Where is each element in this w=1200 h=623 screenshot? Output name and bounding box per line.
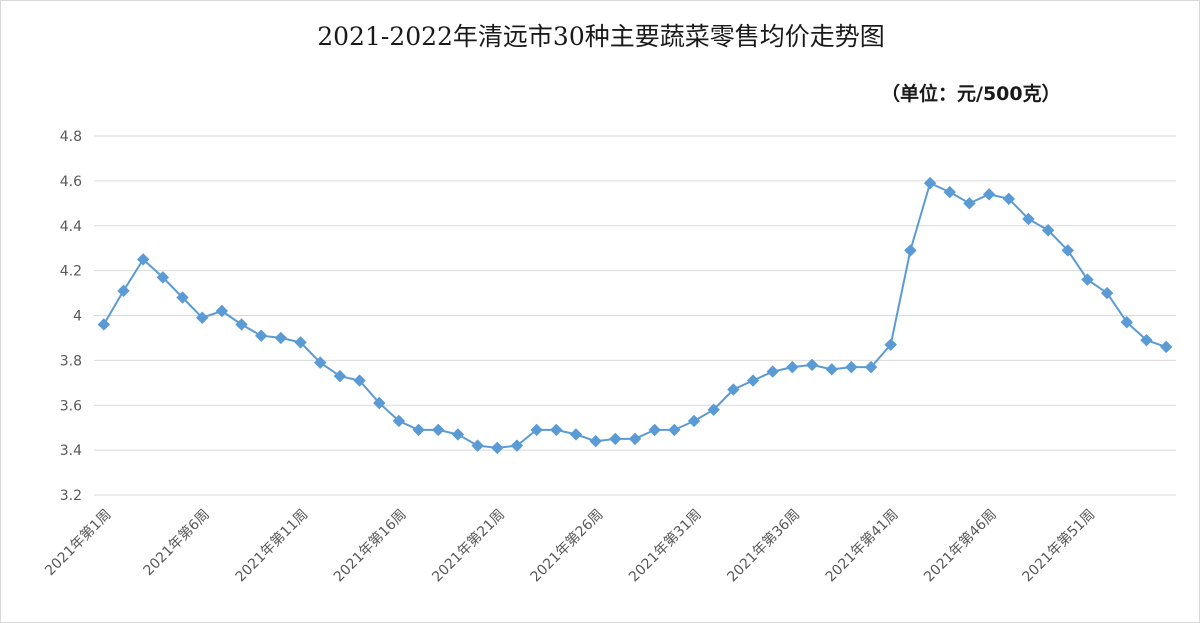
data-point: [668, 423, 681, 437]
x-axis-ticks: 2021年第1周 2021年第6周 2021年第11周 2021年第16周 2021年第…: [41, 506, 1098, 586]
data-point: [904, 244, 917, 257]
data-point: [963, 197, 976, 210]
data-point: [687, 414, 701, 428]
unit-note: （单位：元/500克）: [881, 83, 1061, 105]
x-tick-label: 2021年第36周: [724, 506, 804, 586]
data-point: [255, 329, 268, 342]
data-point: [156, 271, 170, 284]
x-tick-label: 2021年第51周: [1019, 506, 1099, 586]
data-point: [864, 360, 878, 374]
data-point: [491, 441, 504, 455]
data-point: [1120, 316, 1134, 329]
data-point: [235, 318, 248, 331]
series-price: [97, 176, 1173, 455]
x-tick-label: 2021年第1周: [41, 506, 114, 579]
y-tick-label: 4.2: [60, 264, 82, 280]
data-point: [373, 396, 386, 410]
x-tick-label: 2021年第6周: [140, 506, 213, 579]
y-tick-label: 3.6: [60, 398, 82, 414]
data-point: [1041, 224, 1055, 237]
data-point: [392, 414, 406, 428]
x-tick-label: 2021年第31周: [625, 506, 705, 586]
y-tick-label: 3.2: [60, 488, 82, 504]
data-point: [215, 304, 229, 318]
y-tick-label: 4.8: [60, 129, 82, 145]
data-point: [510, 439, 524, 452]
data-point: [746, 374, 760, 387]
data-point: [1140, 333, 1153, 347]
data-point: [1100, 286, 1114, 300]
x-tick-label: 2021年第46周: [920, 506, 1000, 586]
y-tick-label: 3.8: [60, 353, 82, 369]
data-point: [1061, 244, 1075, 257]
data-point: [923, 176, 937, 190]
data-point: [314, 356, 327, 369]
data-point: [294, 336, 307, 349]
y-axis-ticks: 3.2 3.4 3.6 3.8 4 4.2 4.4 4.6 4.8: [60, 129, 82, 504]
data-point: [1159, 340, 1173, 354]
chart-title: 2021-2022年清远市30种主要蔬菜零售均价走势图: [317, 22, 885, 51]
data-point: [97, 318, 111, 331]
data-point: [982, 188, 996, 201]
data-point: [727, 383, 740, 396]
data-point: [589, 434, 602, 448]
data-point: [943, 185, 956, 199]
y-tick-label: 3.4: [60, 443, 82, 459]
data-point: [412, 423, 425, 437]
x-tick-label: 2021年第16周: [330, 506, 410, 586]
x-tick-label: 2021年第26周: [527, 506, 607, 586]
gridlines: [94, 135, 1176, 496]
data-point: [117, 284, 130, 298]
data-point: [609, 432, 622, 446]
data-point: [274, 331, 288, 345]
y-tick-label: 4.4: [60, 219, 82, 235]
data-point: [569, 428, 583, 441]
data-point: [451, 428, 465, 441]
y-tick-label: 4: [73, 309, 82, 325]
data-point: [432, 423, 445, 437]
data-point: [628, 432, 642, 446]
data-point: [648, 423, 661, 437]
data-point: [1081, 273, 1094, 286]
data-point: [471, 439, 484, 452]
data-point: [1002, 192, 1015, 206]
x-tick-label: 2021年第41周: [822, 506, 902, 586]
data-point: [353, 374, 366, 387]
data-point: [805, 358, 819, 372]
data-point: [136, 253, 150, 266]
data-point: [530, 423, 543, 437]
y-tick-label: 4.6: [60, 174, 82, 190]
data-point: [333, 369, 347, 383]
data-point: [766, 365, 779, 378]
data-point: [176, 291, 189, 304]
x-tick-label: 2021年第11周: [232, 506, 312, 586]
data-point: [550, 423, 563, 437]
data-point: [825, 363, 838, 376]
data-point: [195, 311, 209, 324]
data-point: [884, 338, 897, 351]
data-point: [845, 360, 858, 374]
x-tick-label: 2021年第21周: [429, 506, 509, 586]
data-point: [707, 403, 720, 416]
data-point: [1022, 212, 1035, 226]
data-point: [786, 360, 799, 374]
